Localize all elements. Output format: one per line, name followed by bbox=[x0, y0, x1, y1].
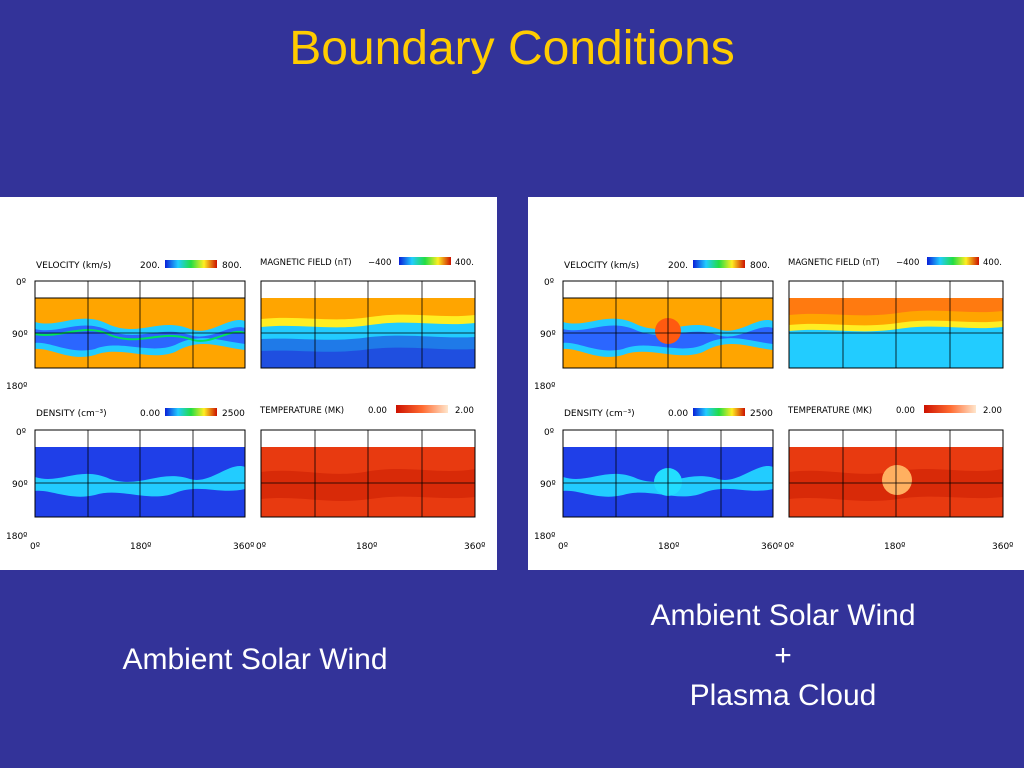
velocity-panel: VELOCITY (km/s) 200. 800. bbox=[34, 260, 246, 369]
svg-text:360º: 360º bbox=[992, 542, 1013, 552]
caption-line-2: + bbox=[774, 639, 792, 672]
svg-text:180º: 180º bbox=[658, 542, 679, 552]
svg-text:180º: 180º bbox=[6, 382, 27, 392]
svg-text:360º: 360º bbox=[233, 542, 254, 552]
axis-labels: 0º 90º 180º 0º 90º 180º 0º 180º 360º 0º … bbox=[6, 278, 485, 552]
svg-text:VELOCITY (km/s): VELOCITY (km/s) bbox=[564, 261, 639, 271]
caption-plasma-cloud: Ambient Solar Wind + Plasma Cloud bbox=[588, 596, 978, 716]
svg-text:90º: 90º bbox=[540, 480, 556, 490]
svg-text:0.00: 0.00 bbox=[668, 409, 688, 419]
cloud-temperature bbox=[882, 465, 912, 495]
svg-text:VELOCITY (km/s): VELOCITY (km/s) bbox=[36, 261, 111, 271]
svg-text:0º: 0º bbox=[544, 428, 554, 438]
svg-text:DENSITY (cm⁻³): DENSITY (cm⁻³) bbox=[564, 409, 635, 419]
svg-text:DENSITY (cm⁻³): DENSITY (cm⁻³) bbox=[36, 409, 107, 419]
svg-text:800.: 800. bbox=[222, 261, 242, 271]
caption-line-1: Ambient Solar Wind bbox=[650, 599, 916, 632]
svg-text:360º: 360º bbox=[761, 542, 782, 552]
svg-text:MAGNETIC FIELD (nT): MAGNETIC FIELD (nT) bbox=[260, 258, 352, 268]
caption-line-3: Plasma Cloud bbox=[689, 679, 877, 712]
svg-text:−400: −400 bbox=[368, 258, 391, 268]
caption-ambient: Ambient Solar Wind bbox=[122, 643, 388, 676]
svg-text:180º: 180º bbox=[130, 542, 151, 552]
density-panel: DENSITY (cm⁻³) 0.00 2500 bbox=[562, 408, 774, 518]
svg-text:2.00: 2.00 bbox=[983, 406, 1002, 416]
velocity-panel: VELOCITY (km/s) 200. 800. bbox=[562, 260, 774, 369]
svg-text:2500: 2500 bbox=[222, 409, 245, 419]
slide-title: Boundary Conditions bbox=[289, 22, 735, 75]
magnetic-panel: MAGNETIC FIELD (nT) −400 400. bbox=[260, 257, 476, 369]
svg-text:400.: 400. bbox=[983, 258, 1002, 268]
svg-text:0º: 0º bbox=[544, 278, 554, 288]
svg-text:0º: 0º bbox=[558, 542, 568, 552]
svg-text:0º: 0º bbox=[784, 542, 794, 552]
svg-text:TEMPERATURE (MK): TEMPERATURE (MK) bbox=[259, 406, 344, 416]
svg-text:180º: 180º bbox=[356, 542, 377, 552]
svg-text:0.00: 0.00 bbox=[896, 406, 915, 416]
svg-text:0.00: 0.00 bbox=[140, 409, 160, 419]
svg-text:200.: 200. bbox=[140, 261, 160, 271]
svg-text:800.: 800. bbox=[750, 261, 770, 271]
svg-text:0º: 0º bbox=[256, 542, 266, 552]
svg-text:2.00: 2.00 bbox=[455, 406, 474, 416]
ambient-figure: VELOCITY (km/s) 200. 800. MAGNETIC FIELD… bbox=[0, 197, 497, 570]
magnetic-panel: MAGNETIC FIELD (nT) −400 400. bbox=[788, 257, 1004, 369]
temperature-panel: TEMPERATURE (MK) 0.00 2.00 bbox=[259, 405, 476, 518]
svg-text:90º: 90º bbox=[12, 480, 28, 490]
svg-text:360º: 360º bbox=[464, 542, 485, 552]
svg-text:400.: 400. bbox=[455, 258, 474, 268]
svg-text:200.: 200. bbox=[668, 261, 688, 271]
svg-text:MAGNETIC FIELD (nT): MAGNETIC FIELD (nT) bbox=[788, 258, 880, 268]
svg-text:180º: 180º bbox=[884, 542, 905, 552]
svg-text:−400: −400 bbox=[896, 258, 919, 268]
svg-text:90º: 90º bbox=[12, 330, 28, 340]
svg-text:0º: 0º bbox=[30, 542, 40, 552]
svg-text:TEMPERATURE (MK): TEMPERATURE (MK) bbox=[787, 406, 872, 416]
svg-text:0.00: 0.00 bbox=[368, 406, 387, 416]
density-panel: DENSITY (cm⁻³) 0.00 2500 bbox=[34, 408, 246, 518]
svg-text:180º: 180º bbox=[6, 532, 27, 542]
svg-text:180º: 180º bbox=[534, 382, 555, 392]
plasma-cloud-figure: VELOCITY (km/s) 200. 800. MAGNETIC FIELD… bbox=[528, 197, 1024, 570]
svg-text:180º: 180º bbox=[534, 532, 555, 542]
axis-labels: 0º 90º 180º 0º 90º 180º 0º 180º 360º 0º … bbox=[534, 278, 1013, 552]
svg-text:90º: 90º bbox=[540, 330, 556, 340]
svg-text:2500: 2500 bbox=[750, 409, 773, 419]
svg-text:0º: 0º bbox=[16, 428, 26, 438]
svg-text:0º: 0º bbox=[16, 278, 26, 288]
temperature-panel: TEMPERATURE (MK) 0.00 2.00 bbox=[787, 405, 1004, 518]
